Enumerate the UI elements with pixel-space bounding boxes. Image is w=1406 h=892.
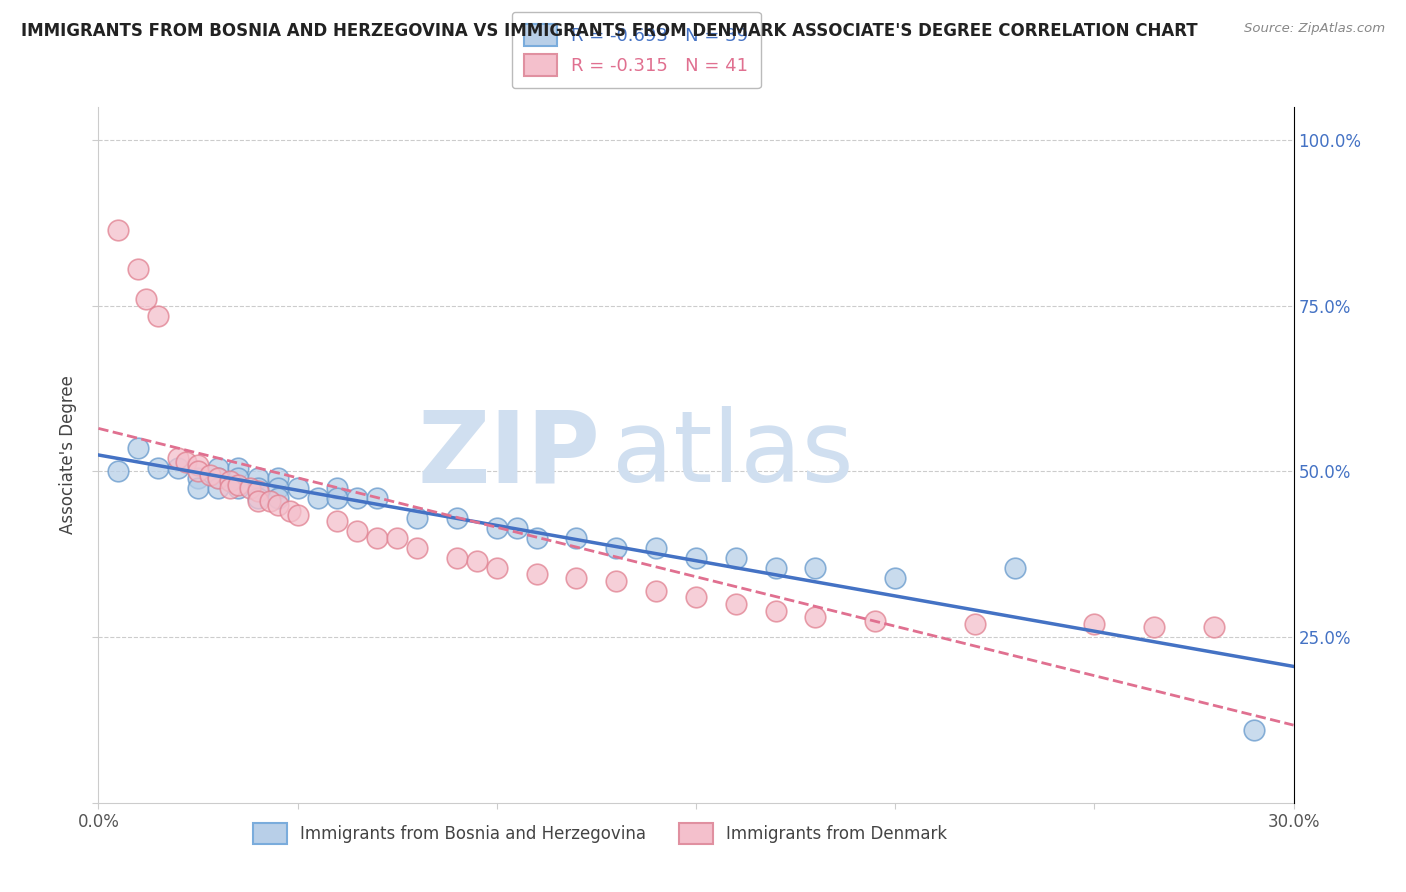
Point [485,560,508,574]
Point [804,560,827,574]
Point [685,550,707,565]
Point [246,471,269,485]
Text: IMMIGRANTS FROM BOSNIA AND HERZEGOVINA VS IMMIGRANTS FROM DENMARK ASSOCIATE'S DE: IMMIGRANTS FROM BOSNIA AND HERZEGOVINA V… [21,22,1198,40]
Point [307,491,329,505]
Point [526,567,548,582]
Point [685,591,707,605]
Point [645,541,668,555]
Point [1083,616,1105,631]
Point [198,467,221,482]
Point [187,481,209,495]
Point [406,511,429,525]
Point [605,574,627,588]
Point [406,541,429,555]
Point [174,454,197,468]
Point [278,504,301,518]
Point [605,541,627,555]
Point [219,481,242,495]
Point [187,471,209,485]
Point [1143,620,1166,634]
Point [226,461,249,475]
Point [385,531,409,545]
Point [724,550,747,565]
Point [287,508,309,522]
Point [446,511,468,525]
Text: Source: ZipAtlas.com: Source: ZipAtlas.com [1244,22,1385,36]
Point [1004,560,1026,574]
Point [346,491,368,505]
Point [207,471,229,485]
Point [865,614,887,628]
Point [246,484,269,499]
Point [267,471,290,485]
Point [226,471,249,485]
Point [148,461,170,475]
Point [366,491,388,505]
Point [246,491,269,505]
Text: atlas: atlas [613,407,853,503]
Point [963,616,986,631]
Point [884,570,907,584]
Point [565,570,588,584]
Point [446,550,468,565]
Point [127,442,149,456]
Point [346,524,368,538]
Point [167,451,190,466]
Point [246,494,269,508]
Point [219,475,242,489]
Point [465,554,488,568]
Point [107,222,129,236]
Point [804,610,827,624]
Point [485,521,508,535]
Point [207,481,229,495]
Point [506,521,529,535]
Point [565,531,588,545]
Point [645,583,668,598]
Point [239,481,262,495]
Point [135,292,157,306]
Point [765,604,787,618]
Point [1202,620,1225,634]
Point [167,461,190,475]
Point [267,491,290,505]
Point [366,531,388,545]
Point [765,560,787,574]
Point [187,465,209,479]
Point [267,498,290,512]
Point [526,531,548,545]
Point [724,597,747,611]
Point [207,461,229,475]
Point [246,481,269,495]
Text: ZIP: ZIP [418,407,600,503]
Point [326,514,349,528]
Legend: Immigrants from Bosnia and Herzegovina, Immigrants from Denmark: Immigrants from Bosnia and Herzegovina, … [240,810,960,857]
Point [326,481,349,495]
Point [127,262,149,277]
Y-axis label: Associate's Degree: Associate's Degree [59,376,77,534]
Point [267,481,290,495]
Point [226,477,249,491]
Point [148,309,170,323]
Point [187,458,209,472]
Point [226,481,249,495]
Point [1243,723,1265,737]
Point [107,465,129,479]
Point [287,481,309,495]
Point [326,491,349,505]
Point [207,471,229,485]
Point [259,494,281,508]
